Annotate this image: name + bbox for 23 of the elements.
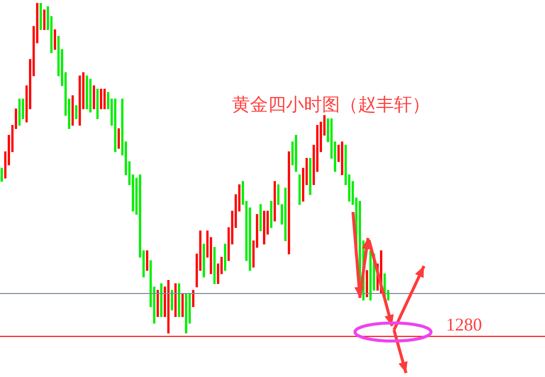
candlestick — [75, 105, 78, 120]
candlestick — [192, 290, 194, 308]
candlestick — [263, 210, 266, 244]
candlestick — [309, 158, 312, 195]
candlestick — [0, 168, 3, 182]
candlestick — [146, 250, 148, 271]
text: 1280 — [446, 314, 482, 335]
candlestick — [270, 200, 272, 228]
candlestick — [72, 95, 74, 126]
candlestick — [202, 244, 205, 278]
candlestick — [118, 128, 120, 149]
candlestick — [156, 290, 159, 317]
candlestick — [78, 76, 81, 126]
candlestick — [274, 181, 276, 222]
candlestick — [341, 142, 344, 176]
candlestick — [160, 283, 162, 317]
candlestick — [86, 76, 88, 110]
candlestick — [43, 10, 46, 30]
text: 黄金四小时图（赵丰轩） — [232, 94, 430, 116]
candlestick — [224, 244, 226, 271]
candlestick — [40, 2, 42, 30]
candlestick — [185, 293, 188, 334]
candlestick — [114, 98, 116, 152]
